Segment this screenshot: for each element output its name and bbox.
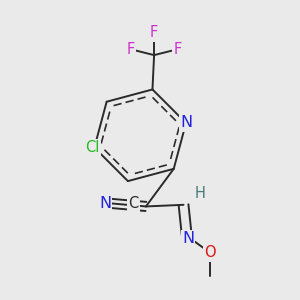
Text: F: F xyxy=(150,26,158,40)
Text: C: C xyxy=(128,196,139,211)
Text: O: O xyxy=(205,245,216,260)
Text: N: N xyxy=(182,231,194,246)
Text: N: N xyxy=(180,116,192,130)
Text: Cl: Cl xyxy=(85,140,100,155)
Text: N: N xyxy=(99,196,111,211)
Text: F: F xyxy=(126,42,135,57)
Text: F: F xyxy=(173,42,182,57)
Text: H: H xyxy=(195,186,206,201)
